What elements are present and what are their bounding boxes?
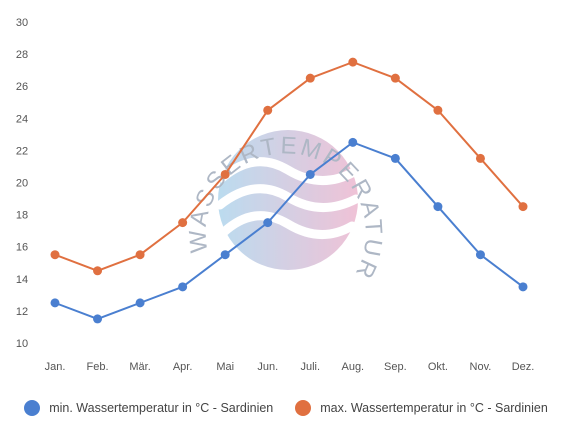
data-point[interactable] xyxy=(50,250,60,260)
y-tick-label: 14 xyxy=(16,274,28,286)
data-point[interactable] xyxy=(263,218,273,228)
x-tick-label: Okt. xyxy=(428,361,448,373)
y-tick-label: 24 xyxy=(16,113,28,125)
legend-label-min: min. Wassertemperatur in °C - Sardinien xyxy=(49,401,274,415)
y-tick-label: 20 xyxy=(16,178,28,190)
data-point[interactable] xyxy=(475,153,485,163)
data-point[interactable] xyxy=(93,314,103,324)
x-tick-label: Mär. xyxy=(129,361,150,373)
y-axis: 10 12 14 16 18 20 22 24 26 28 30 xyxy=(16,17,28,350)
data-point[interactable] xyxy=(518,282,528,292)
data-point[interactable] xyxy=(348,57,358,67)
x-tick-label: Mai xyxy=(216,361,234,373)
data-point[interactable] xyxy=(305,169,315,179)
data-point[interactable] xyxy=(135,250,145,260)
legend-item-max[interactable]: max. Wassertemperatur in °C - Sardinien xyxy=(295,400,548,416)
legend-marker-min xyxy=(24,400,41,416)
y-tick-label: 12 xyxy=(16,306,28,318)
series-0 xyxy=(50,137,528,324)
x-tick-label: Jan. xyxy=(45,361,66,373)
y-tick-label: 30 xyxy=(16,17,28,29)
data-point[interactable] xyxy=(348,137,358,147)
x-tick-label: Feb. xyxy=(87,361,109,373)
x-tick-label: Aug. xyxy=(341,361,364,373)
data-point[interactable] xyxy=(93,266,103,276)
data-point[interactable] xyxy=(220,169,230,179)
y-tick-label: 28 xyxy=(16,49,28,61)
x-tick-label: Apr. xyxy=(173,361,193,373)
series-layer xyxy=(50,57,528,324)
data-point[interactable] xyxy=(178,218,188,228)
legend-label-max: max. Wassertemperatur in °C - Sardinien xyxy=(320,401,548,415)
x-tick-label: Nov. xyxy=(470,361,492,373)
series-line xyxy=(54,61,524,272)
y-tick-label: 16 xyxy=(16,242,28,254)
y-tick-label: 22 xyxy=(16,145,28,157)
data-point[interactable] xyxy=(220,250,230,260)
x-tick-label: Dez. xyxy=(512,361,535,373)
watermark-wave xyxy=(217,157,359,185)
data-point[interactable] xyxy=(263,105,273,115)
data-point[interactable] xyxy=(135,298,145,308)
x-axis: Jan. Feb. Mär. Apr. Mai Jun. Juli. Aug. Sep. Okt.… xyxy=(45,361,535,373)
data-point[interactable] xyxy=(305,73,315,83)
watermark-logo: WASSERTEMPERATUR.ORG xyxy=(0,0,384,285)
series-line xyxy=(54,141,524,320)
y-tick-label: 18 xyxy=(16,210,28,222)
legend-item-min[interactable]: min. Wassertemperatur in °C - Sardinien xyxy=(24,400,273,416)
data-point[interactable] xyxy=(433,202,443,212)
x-tick-label: Sep. xyxy=(384,361,407,373)
data-point[interactable] xyxy=(178,282,188,292)
legend: min. Wassertemperatur in °C - Sardinien … xyxy=(0,393,572,423)
y-tick-label: 26 xyxy=(16,81,28,93)
x-tick-label: Juli. xyxy=(300,361,320,373)
legend-marker-max xyxy=(295,400,312,416)
data-point[interactable] xyxy=(50,298,60,308)
data-point[interactable] xyxy=(390,153,400,163)
data-point[interactable] xyxy=(475,250,485,260)
data-point[interactable] xyxy=(518,202,528,212)
y-tick-label: 10 xyxy=(16,338,28,350)
data-point[interactable] xyxy=(433,105,443,115)
x-tick-label: Jun. xyxy=(257,361,278,373)
data-point[interactable] xyxy=(390,73,400,83)
watermark-wave xyxy=(215,184,361,212)
watermark-wave xyxy=(219,211,357,239)
series-1 xyxy=(50,57,528,276)
